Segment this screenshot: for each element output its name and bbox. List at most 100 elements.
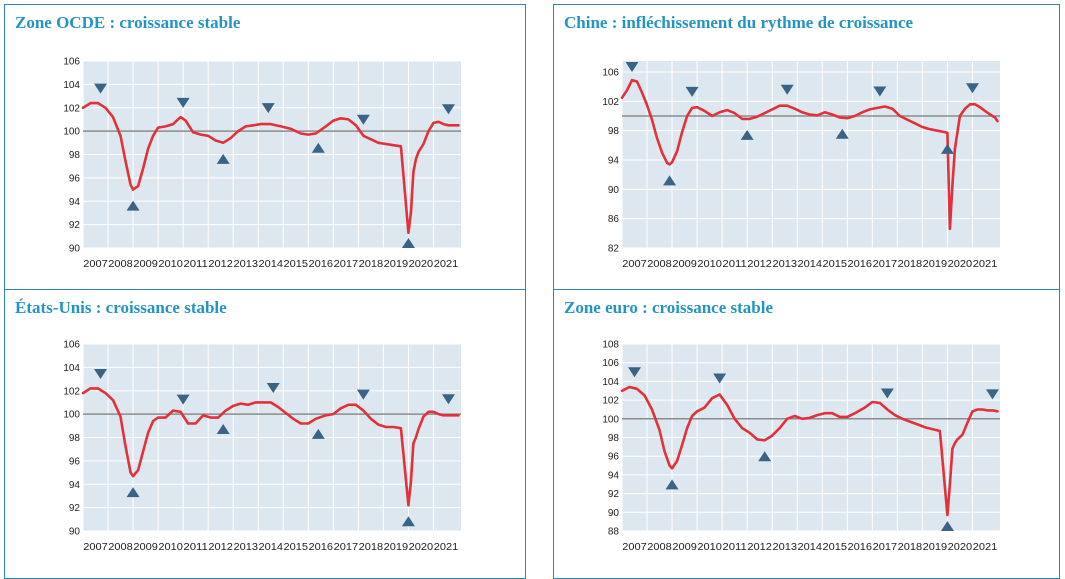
x-tick-label: 2008 [647, 542, 672, 553]
peak-marker [356, 114, 370, 125]
peak-marker [94, 368, 108, 379]
x-tick-label: 2014 [797, 259, 822, 270]
peak-marker [685, 86, 699, 97]
trough-marker [663, 175, 677, 186]
x-tick-label: 2008 [108, 259, 133, 270]
x-tick-label: 2012 [747, 542, 772, 553]
x-tick-label: 2020 [409, 259, 434, 270]
x-tick-label: 2018 [898, 542, 923, 553]
y-tick-label: 106 [602, 358, 619, 369]
trough-marker [126, 487, 140, 498]
y-tick-label: 90 [69, 527, 81, 538]
trough-marker [216, 423, 230, 434]
x-tick-label: 2016 [309, 542, 334, 553]
x-tick-label: 2020 [948, 542, 973, 553]
y-tick-label: 94 [69, 197, 81, 208]
x-tick-label: 2017 [334, 259, 359, 270]
x-tick-label: 2014 [258, 542, 283, 553]
y-tick-label: 100 [63, 127, 80, 138]
y-tick-label: 86 [608, 214, 620, 225]
y-tick-label: 94 [608, 470, 620, 481]
trough-marker [940, 143, 954, 154]
peak-marker [965, 83, 979, 94]
x-tick-label: 2009 [133, 542, 158, 553]
x-tick-label: 2019 [384, 259, 409, 270]
chart-panel-eurozone: Zone euro : croissance stable 88 90 92 94 96… [553, 289, 1060, 579]
x-tick-label: 2013 [233, 259, 258, 270]
trough-marker [401, 516, 415, 527]
x-tick-label: 2011 [183, 542, 208, 553]
x-tick-label: 2013 [772, 542, 797, 553]
x-tick-label: 2009 [672, 259, 697, 270]
x-tick-label: 2017 [873, 259, 898, 270]
peak-marker [625, 62, 639, 72]
x-tick-label: 2018 [359, 259, 384, 270]
y-tick-label: 96 [69, 456, 81, 467]
y-tick-label: 94 [69, 480, 81, 491]
x-tick-label: 2010 [158, 542, 183, 553]
x-tick-label: 2020 [409, 542, 434, 553]
y-tick-label: 106 [63, 57, 80, 68]
x-tick-label: 2010 [158, 259, 183, 270]
y-tick-label: 98 [608, 126, 620, 137]
peak-marker [356, 389, 370, 400]
y-tick-label: 98 [69, 150, 81, 161]
chart-title-china: Chine : infléchissement du rythme de cro… [564, 13, 914, 32]
trough-marker [311, 142, 325, 153]
y-tick-label: 88 [608, 527, 620, 538]
series-line-eurozone [620, 385, 999, 517]
x-tick-label: 2010 [697, 259, 722, 270]
x-tick-label: 2019 [923, 259, 948, 270]
trough-marker [665, 479, 679, 490]
chart-panel-usa: États-Unis : croissance stable 90 92 94 96 9… [4, 289, 526, 579]
series-line-oecd [81, 101, 460, 235]
x-tick-label: 2015 [823, 542, 848, 553]
y-tick-label: 82 [608, 244, 620, 255]
trough-marker [401, 238, 415, 248]
series-line-usa [81, 387, 460, 507]
y-tick-label: 106 [63, 340, 80, 351]
x-tick-label: 2021 [973, 542, 998, 553]
trough-marker [311, 428, 325, 439]
x-tick-label: 2007 [83, 542, 108, 553]
x-tick-label: 2013 [772, 259, 797, 270]
x-tick-label: 2016 [309, 259, 334, 270]
peak-marker [441, 394, 455, 405]
x-tick-label: 2007 [622, 542, 647, 553]
chart-title-usa: États-Unis : croissance stable [15, 298, 227, 317]
x-tick-label: 2015 [284, 259, 309, 270]
x-tick-label: 2021 [434, 259, 459, 270]
y-tick-label: 104 [63, 80, 80, 91]
x-tick-label: 2010 [697, 542, 722, 553]
peak-marker [266, 382, 280, 393]
x-tick-label: 2019 [384, 542, 409, 553]
peak-marker [176, 97, 190, 108]
trough-marker [940, 521, 954, 531]
peak-marker [441, 104, 455, 115]
x-tick-label: 2011 [183, 259, 208, 270]
x-tick-label: 2021 [973, 259, 998, 270]
x-tick-label: 2008 [647, 259, 672, 270]
x-tick-label: 2014 [258, 259, 283, 270]
x-tick-label: 2011 [722, 542, 747, 553]
peak-marker [780, 84, 794, 95]
y-tick-label: 100 [63, 410, 80, 421]
x-tick-label: 2017 [334, 542, 359, 553]
x-tick-label: 2009 [672, 542, 697, 553]
peak-marker [985, 389, 999, 400]
x-tick-label: 2007 [622, 259, 647, 270]
y-tick-label: 108 [602, 340, 619, 351]
trough-marker [216, 153, 230, 164]
y-tick-label: 102 [63, 386, 80, 397]
chart-title-eurozone: Zone euro : croissance stable [564, 298, 774, 317]
y-tick-label: 92 [69, 503, 81, 514]
plot-area [622, 61, 1000, 248]
peak-marker [94, 83, 108, 94]
chart-china: 82 86 90 94 98 102 106 2007 2008 2009 2010 2011 2012… [602, 61, 1000, 270]
peak-marker [880, 388, 894, 399]
x-tick-label: 2011 [722, 259, 747, 270]
x-tick-label: 2015 [284, 542, 309, 553]
trough-marker [126, 200, 140, 211]
